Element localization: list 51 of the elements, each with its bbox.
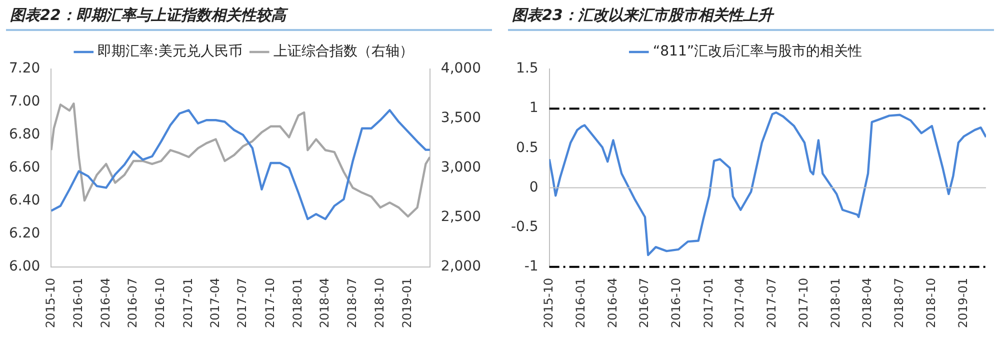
x-tick-label: 2016-04 <box>605 278 620 328</box>
y2-tick-label: 3,500 <box>440 110 482 126</box>
x-tick-label: 2015-10 <box>541 278 556 328</box>
chart-title: 图表23：汇改以来汇市股市相关性上升 <box>508 4 994 31</box>
x-tick-label: 2016-10 <box>153 278 168 328</box>
x-tick-label: 2019-01 <box>956 278 970 328</box>
x-tick-label: 2016-01 <box>574 278 588 328</box>
x-tick-label: 2016-07 <box>126 278 140 328</box>
x-tick-label: 2015-10 <box>43 278 58 328</box>
x-tick-label: 2018-10 <box>372 278 386 328</box>
y-tick-label: 1 <box>529 100 538 116</box>
x-tick-label: 2016-07 <box>637 278 652 328</box>
x-tick-label: 2018-01 <box>828 278 843 328</box>
x-tick-label: 2017-04 <box>208 278 222 328</box>
y-tick-label: 6.40 <box>9 192 40 209</box>
x-tick-label: 2016-04 <box>98 278 112 328</box>
x-tick-label: 2018-04 <box>860 278 874 328</box>
x-tick-label: 2018-10 <box>924 278 938 328</box>
y2-tick-label: 2,500 <box>440 209 482 226</box>
legend-label: 上证综合指数（右轴） <box>273 44 414 60</box>
x-tick-label: 2016-01 <box>70 278 85 328</box>
y-tick-label: 7.00 <box>9 94 40 110</box>
x-tick-label: 2018-07 <box>892 278 906 328</box>
x-tick-label: 2018-07 <box>344 278 359 328</box>
y-tick-label: 6.00 <box>9 258 40 274</box>
y-tick-label: 1.5 <box>516 60 538 77</box>
legend-label: “811”汇改后汇率与股市的相关性 <box>652 44 862 60</box>
x-tick-label: 2019-01 <box>400 278 414 328</box>
x-tick-label: 2018-04 <box>318 278 332 328</box>
legend-label: 即期汇率:美元兑人民币 <box>98 44 242 60</box>
y-tick-label: -0.5 <box>510 218 538 235</box>
x-tick-label: 2018-01 <box>290 278 304 328</box>
y2-tick-label: 3,000 <box>440 160 482 176</box>
y-tick-label: 7.20 <box>9 60 40 77</box>
y-tick-label: 6.80 <box>9 126 40 143</box>
y-tick-label: -1 <box>524 258 538 274</box>
y-tick-label: 0.5 <box>516 140 538 156</box>
x-tick-label: 2017-01 <box>180 278 195 328</box>
y2-tick-label: 2,000 <box>440 258 482 274</box>
x-tick-label: 2016-10 <box>669 278 684 328</box>
y-tick-label: 6.20 <box>9 226 40 242</box>
x-tick-label: 2017-10 <box>796 278 811 328</box>
y-tick-label: 0 <box>529 179 538 196</box>
x-tick-label: 2017-01 <box>701 278 716 328</box>
x-tick-label: 2017-07 <box>235 278 250 328</box>
x-tick-label: 2017-07 <box>764 278 778 328</box>
y2-tick-label: 4,000 <box>440 60 482 77</box>
y-tick-label: 6.60 <box>9 160 40 176</box>
x-tick-label: 2017-10 <box>262 278 277 328</box>
chart-title: 图表22：即期汇率与上证指数相关性较高 <box>6 4 492 31</box>
x-tick-label: 2017-04 <box>732 278 747 328</box>
